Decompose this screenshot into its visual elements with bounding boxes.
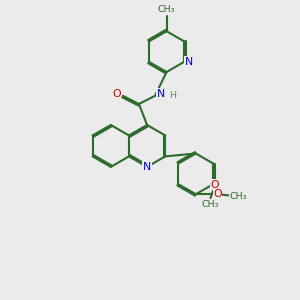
Text: CH₃: CH₃	[229, 192, 247, 201]
Text: O: O	[213, 189, 222, 199]
Text: H: H	[169, 92, 176, 100]
Text: N: N	[143, 162, 151, 172]
Text: O: O	[112, 88, 121, 98]
Text: N: N	[184, 57, 193, 67]
Text: CH₃: CH₃	[158, 5, 175, 14]
Text: N: N	[157, 88, 165, 98]
Text: O: O	[211, 180, 219, 190]
Text: CH₃: CH₃	[202, 200, 219, 209]
